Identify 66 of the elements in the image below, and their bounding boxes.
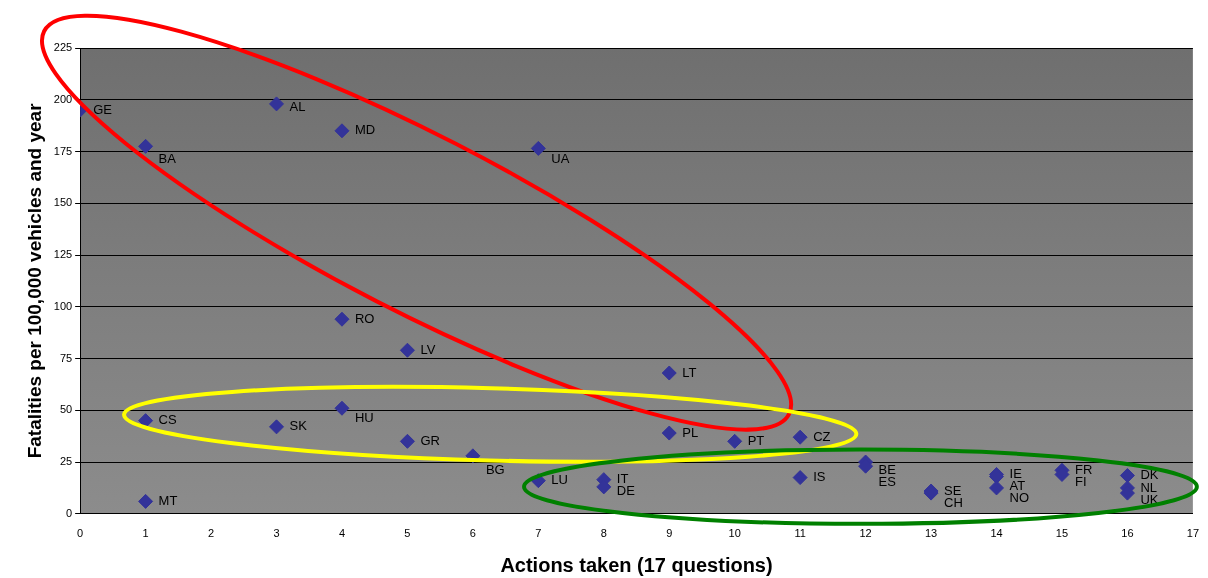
y-tick-label: 75 <box>59 351 73 364</box>
point <box>334 123 350 139</box>
annotation: LT <box>682 364 697 380</box>
annotation: MT <box>158 492 178 508</box>
x-axis-title: Actions taken (17 questions) <box>500 553 773 576</box>
point <box>1119 468 1135 483</box>
point <box>269 96 285 112</box>
y-tick-label: 50 <box>59 403 73 416</box>
y-tick-label: 100 <box>53 299 73 312</box>
point <box>727 433 743 449</box>
point <box>269 419 285 435</box>
x-tick-label: 9 <box>666 527 673 540</box>
point <box>399 342 415 358</box>
annotation: LV <box>420 341 436 357</box>
annotation: CZ <box>813 428 831 444</box>
annotation: BG <box>485 461 505 477</box>
point <box>792 429 808 445</box>
x-tick-label: 11 <box>794 527 806 540</box>
point <box>530 140 546 156</box>
y-tick-label: 175 <box>53 144 73 157</box>
annotation: PT <box>747 432 765 448</box>
point <box>138 493 154 509</box>
x-tick-label: 6 <box>469 527 476 540</box>
point <box>792 470 808 486</box>
annotation: UA <box>551 151 570 167</box>
annotation: CS <box>158 412 177 428</box>
x-tick-label: 14 <box>990 527 1003 540</box>
annotation: LU <box>551 472 568 488</box>
point <box>989 480 1005 496</box>
x-tick-label: 5 <box>404 527 411 540</box>
x-tick-label: 17 <box>1186 527 1200 540</box>
y-tick-label: 125 <box>53 248 73 261</box>
x-tick-label: 13 <box>924 527 938 540</box>
annotation: GE <box>93 101 113 117</box>
x-tick-label: 0 <box>77 527 84 540</box>
point <box>661 425 677 441</box>
point <box>334 311 350 327</box>
annotation: BA <box>158 151 177 167</box>
y-tick-label: 0 <box>66 506 73 519</box>
x-tick-label: 4 <box>338 527 346 540</box>
x-tick-label: 10 <box>728 527 741 540</box>
x-tick-label: 16 <box>1121 527 1134 540</box>
x-tick-label: 12 <box>859 527 872 540</box>
x-tick-label: 2 <box>208 527 215 540</box>
annotation: IS <box>813 469 826 485</box>
annotation: GR <box>420 432 440 448</box>
x-tick-label: 1 <box>142 527 149 540</box>
point <box>334 400 350 416</box>
annotation: SK <box>289 418 308 434</box>
point <box>661 365 677 381</box>
annotation: PL <box>682 424 699 440</box>
point <box>138 138 154 154</box>
annotation: MD <box>354 122 376 138</box>
x-tick-label: 3 <box>273 527 280 540</box>
y-tick-label: 225 <box>53 41 73 54</box>
y-axis-title: Fatalities per 100,000 vehicles and year <box>23 102 45 459</box>
y-tick-label: 25 <box>59 455 73 468</box>
y-tick-label: 150 <box>53 196 73 209</box>
annotation: HU <box>354 409 374 425</box>
point <box>399 433 415 449</box>
y-tick-label: 200 <box>53 92 73 105</box>
annotation: RO <box>354 310 375 326</box>
x-tick-label: 8 <box>600 527 607 540</box>
annotation: AL <box>289 99 306 115</box>
x-tick-label: 7 <box>535 527 542 540</box>
x-tick-label: 15 <box>1055 527 1069 540</box>
